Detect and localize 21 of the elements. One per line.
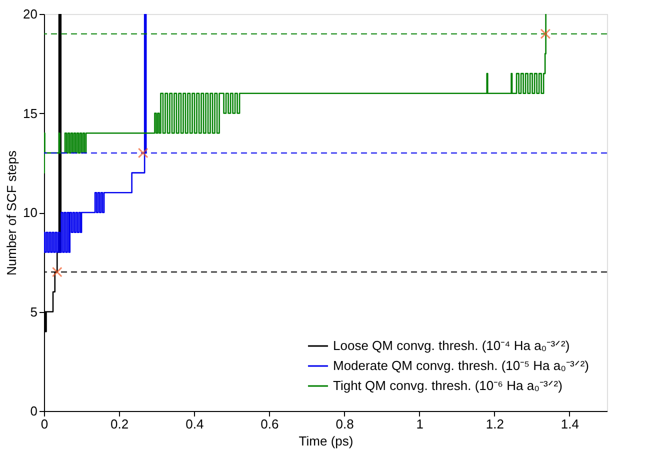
point [540,28,551,40]
point [138,148,148,158]
legend-label: Loose QM convg. thresh. (10⁻⁴ Ha a₀⁻³ᐟ²) [333,338,570,353]
x-tick-label: 1.2 [486,416,504,432]
y-tick-label: 15 [23,106,38,121]
point [52,266,62,278]
x-tick-label: 0.6 [260,416,279,432]
x-tick-label: 1 [416,416,424,432]
x-axis-title: Time (ps) [298,434,354,448]
x-tick-label: 0.2 [110,416,129,432]
legend-label: Tight QM convg. thresh. (10⁻⁶ Ha a₀⁻³ᐟ²) [333,378,562,393]
x-tick-label: 1.4 [560,416,580,432]
y-tick-label: 10 [23,205,38,220]
x-tick-label: 0.8 [336,416,354,432]
x-tick-label: 0.4 [186,416,204,432]
x-tick-label: 0 [40,416,48,432]
y-tick-label: 20 [23,6,38,22]
y-tick-label: 0 [30,404,38,418]
legend-label: Moderate QM convg. thresh. (10⁻⁵ Ha a₀⁻³ᐟ²) [333,358,589,373]
y-axis-title: Number of SCF steps [4,150,20,276]
y-tick-label: 5 [30,304,38,320]
